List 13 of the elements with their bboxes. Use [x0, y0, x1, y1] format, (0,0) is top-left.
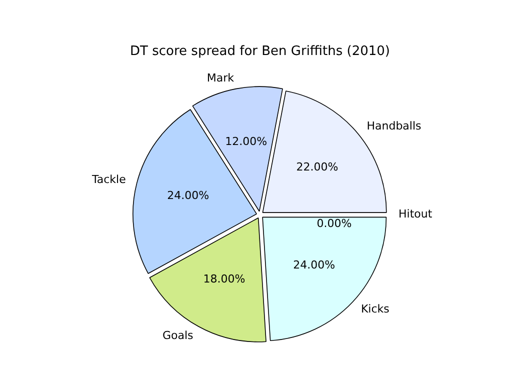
category-label: Hitout [398, 208, 432, 221]
data-label: 12.00% [225, 134, 268, 148]
slice-label: Tackle [90, 173, 126, 186]
data-label: 24.00% [293, 258, 336, 272]
chart-title: DT score spread for Ben Griffiths (2010) [130, 44, 390, 60]
slice-label: Handballs [366, 119, 422, 132]
text: 0.00% [316, 217, 352, 230]
data-label: 24.00% [167, 189, 210, 202]
data-label: 22.00% [296, 160, 338, 174]
slice-label: Kicks [360, 302, 390, 316]
slice-label: Mark [206, 72, 235, 85]
slice-label: Goals [162, 329, 194, 342]
data-label: 18.00% [203, 272, 246, 286]
